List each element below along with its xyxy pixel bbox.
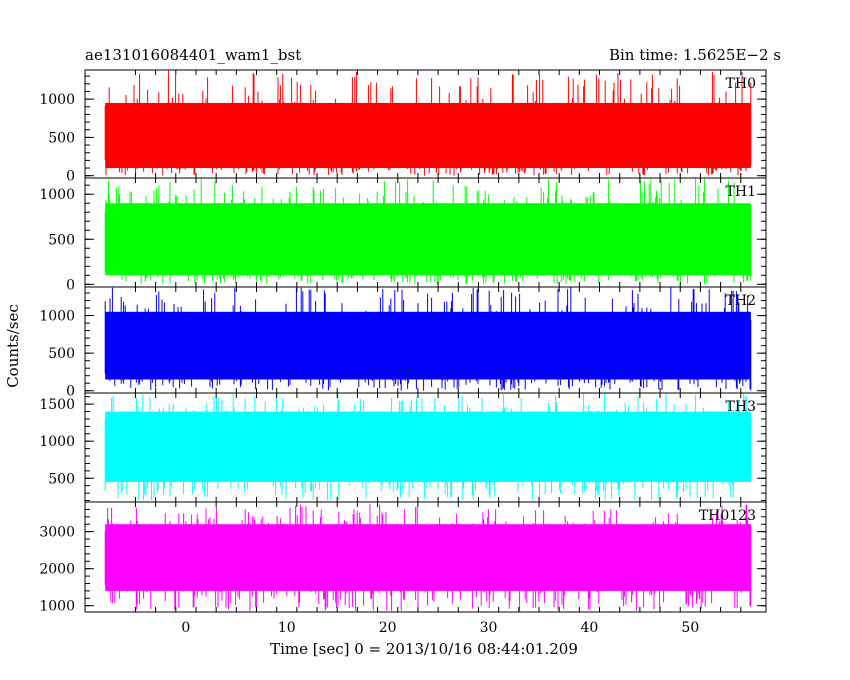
series-line-th1	[104, 178, 752, 285]
series-line-th0123	[104, 504, 752, 611]
x-axis: 0 10 20 30 40 50	[181, 620, 699, 636]
y-tick-label: 500	[48, 232, 75, 248]
panel-th2: 0 500 1000 TH2	[39, 286, 767, 400]
x-tick-label: 30	[480, 620, 498, 636]
y-tick-label: 3000	[39, 525, 75, 541]
panel-th0: 0 500 1000 TH0	[39, 69, 767, 185]
panel-label-th1: TH1	[726, 184, 756, 200]
y-tick-label: 1000	[39, 434, 75, 450]
x-tick-label: 10	[278, 620, 296, 636]
x-axis-title: Time [sec] 0 = 2013/10/16 08:44:01.209	[270, 640, 578, 658]
y-tick-label: 1000	[39, 309, 75, 325]
x-tick-label: 0	[181, 620, 190, 636]
x-tick-label: 50	[681, 620, 699, 636]
y-tick-label: 500	[48, 471, 75, 487]
y-tick-label: 1000	[39, 92, 75, 108]
x-tick-label: 40	[581, 620, 599, 636]
y-tick-label: 1000	[39, 187, 75, 203]
y-tick-label: 1000	[39, 599, 75, 615]
panels-group: 0 500 1000 TH0 0 500 1000 TH1 0 500 1000 TH2 500 1000…	[39, 69, 767, 615]
panel-th3: 500 1000 1500 TH3	[39, 392, 767, 503]
y-tick-label: 500	[48, 346, 75, 362]
panel-label-th3: TH3	[726, 399, 756, 415]
panel-frame	[84, 501, 767, 613]
series-line-th2	[104, 287, 752, 391]
panel-label-th2: TH2	[726, 293, 756, 309]
y-tick-label: 0	[66, 169, 75, 185]
y-tick-label: 2000	[39, 562, 75, 578]
series-line-th0	[104, 70, 752, 176]
y-tick-label: 0	[66, 384, 75, 400]
chart-title: ae131016084401_wam1_bst	[85, 46, 301, 64]
x-tick-label: 20	[379, 620, 397, 636]
y-tick-label: 500	[48, 130, 75, 146]
panel-label-th0123: TH0123	[699, 508, 756, 524]
y-tick-label: 0	[66, 277, 75, 293]
bin-time-label: Bin time: 1.5625E−2 s	[609, 46, 781, 64]
panel-label-th0: TH0	[726, 76, 756, 92]
panel-th0123: 1000 2000 3000 TH0123	[39, 501, 767, 615]
series-line-th3	[104, 393, 752, 501]
y-axis-title: Counts/sec	[4, 304, 22, 388]
y-tick-label: 1500	[39, 397, 75, 413]
panel-th1: 0 500 1000 TH1	[39, 177, 767, 293]
